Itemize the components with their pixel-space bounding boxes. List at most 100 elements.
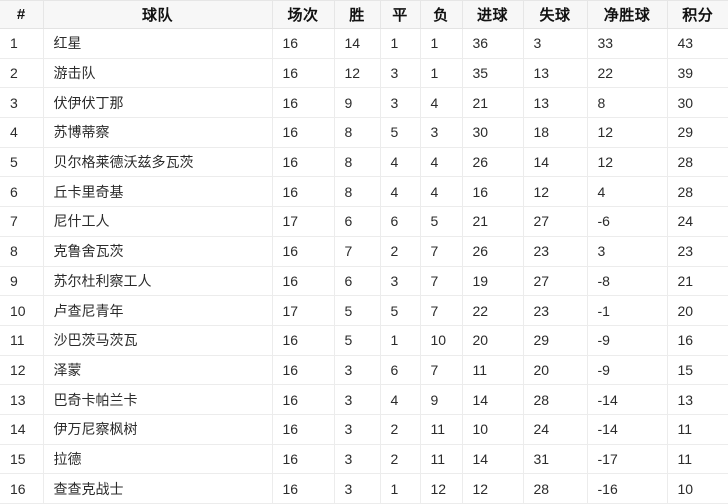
table-row[interactable]: 12 泽蒙 16 3 6 7 11 20 -9 15 <box>0 355 728 386</box>
cell-loss: 4 <box>420 176 463 208</box>
cell-loss: 3 <box>420 117 463 148</box>
cell-loss: 7 <box>420 266 463 297</box>
cell-gd: -6 <box>587 206 668 237</box>
cell-pts: 16 <box>667 325 728 356</box>
column-header-team[interactable]: 球队 <box>43 0 273 29</box>
cell-team: 伊万尼察枫树 <box>43 414 273 445</box>
column-header-win[interactable]: 胜 <box>334 0 381 29</box>
cell-loss: 1 <box>420 28 463 59</box>
cell-team: 沙巴茨马茨瓦 <box>43 325 273 356</box>
column-header-gd[interactable]: 净胜球 <box>587 0 668 29</box>
cell-played: 16 <box>272 147 335 178</box>
column-header-gf[interactable]: 进球 <box>462 0 524 29</box>
table-row[interactable]: 11 沙巴茨马茨瓦 16 5 1 10 20 29 -9 16 <box>0 325 728 356</box>
cell-ga: 12 <box>523 176 588 208</box>
table-header: # 球队 场次胜平负进球 失球 净胜球 积分 <box>0 0 728 29</box>
cell-gf: 20 <box>462 325 524 356</box>
table-row[interactable]: 4 苏博蒂察 16 8 5 3 30 18 12 29 <box>0 117 728 148</box>
cell-loss: 11 <box>420 414 463 445</box>
cell-ga: 14 <box>523 147 588 178</box>
cell-ga: 23 <box>523 236 588 267</box>
cell-team: 拉德 <box>43 444 273 475</box>
table-row[interactable]: 8 克鲁舍瓦茨 16 7 2 7 26 23 3 23 <box>0 236 728 267</box>
cell-loss: 5 <box>420 206 463 237</box>
cell-gf: 26 <box>462 147 524 178</box>
cell-played: 17 <box>272 295 335 326</box>
cell-played: 17 <box>272 206 335 237</box>
table-row[interactable]: 3 伏伊伏丁那 16 9 3 4 21 13 8 30 <box>0 87 728 119</box>
cell-rank: 2 <box>0 58 44 89</box>
cell-gd: 12 <box>587 117 668 148</box>
cell-win: 3 <box>334 444 381 475</box>
cell-gf: 26 <box>462 236 524 267</box>
column-header-played[interactable]: 场次 <box>272 0 335 29</box>
cell-played: 16 <box>272 58 335 89</box>
table-row[interactable]: 15 拉德 16 3 2 11 14 31 -17 11 <box>0 444 728 475</box>
column-header-rank[interactable]: # <box>0 0 44 29</box>
cell-played: 16 <box>272 444 335 475</box>
cell-gf: 35 <box>462 58 524 89</box>
cell-rank: 5 <box>0 147 44 178</box>
cell-rank: 16 <box>0 473 44 504</box>
cell-loss: 7 <box>420 355 463 386</box>
cell-pts: 21 <box>667 266 728 297</box>
cell-played: 16 <box>272 473 335 504</box>
cell-loss: 9 <box>420 384 463 415</box>
cell-gf: 10 <box>462 414 524 445</box>
table-row[interactable]: 6 丘卡里奇基 16 8 4 4 16 12 4 28 <box>0 176 728 208</box>
table-row[interactable]: 5 贝尔格莱德沃兹多瓦茨 16 8 4 4 26 14 12 28 <box>0 147 728 178</box>
cell-ga: 27 <box>523 266 588 297</box>
table-row[interactable]: 13 巴奇卡帕兰卡 16 3 4 9 14 28 -14 13 <box>0 384 728 415</box>
cell-win: 6 <box>334 206 381 237</box>
cell-win: 14 <box>334 28 381 59</box>
cell-ga: 27 <box>523 206 588 237</box>
cell-gf: 16 <box>462 176 524 208</box>
table-row[interactable]: 14 伊万尼察枫树 16 3 2 11 10 24 -14 11 <box>0 414 728 445</box>
cell-gd: -16 <box>587 473 668 504</box>
cell-pts: 11 <box>667 444 728 475</box>
cell-win: 3 <box>334 414 381 445</box>
cell-played: 16 <box>272 325 335 356</box>
cell-win: 8 <box>334 176 381 208</box>
cell-gd: -9 <box>587 325 668 356</box>
cell-pts: 43 <box>667 28 728 59</box>
column-header-ga[interactable]: 失球 <box>523 0 588 29</box>
table-row[interactable]: 9 苏尔杜利察工人 16 6 3 7 19 27 -8 21 <box>0 266 728 297</box>
cell-team: 卢查尼青年 <box>43 295 273 326</box>
cell-pts: 10 <box>667 473 728 504</box>
cell-win: 8 <box>334 147 381 178</box>
column-header-loss[interactable]: 负 <box>420 0 463 29</box>
cell-draw: 4 <box>380 384 421 415</box>
cell-gd: 12 <box>587 147 668 178</box>
cell-rank: 15 <box>0 444 44 475</box>
cell-ga: 29 <box>523 325 588 356</box>
cell-rank: 3 <box>0 87 44 119</box>
cell-rank: 8 <box>0 236 44 267</box>
cell-pts: 28 <box>667 176 728 208</box>
cell-gf: 19 <box>462 266 524 297</box>
cell-team: 伏伊伏丁那 <box>43 87 273 119</box>
cell-team: 苏尔杜利察工人 <box>43 266 273 297</box>
cell-team: 丘卡里奇基 <box>43 176 273 208</box>
cell-team: 红星 <box>43 28 273 59</box>
column-header-draw[interactable]: 平 <box>380 0 421 29</box>
cell-team: 巴奇卡帕兰卡 <box>43 384 273 415</box>
cell-rank: 12 <box>0 355 44 386</box>
table-row[interactable]: 7 尼什工人 17 6 6 5 21 27 -6 24 <box>0 206 728 237</box>
cell-team: 克鲁舍瓦茨 <box>43 236 273 267</box>
cell-played: 16 <box>272 384 335 415</box>
cell-gf: 11 <box>462 355 524 386</box>
cell-win: 3 <box>334 473 381 504</box>
column-header-pts[interactable]: 积分 <box>667 0 728 29</box>
cell-team: 查查克战士 <box>43 473 273 504</box>
cell-gf: 21 <box>462 87 524 119</box>
table-row[interactable]: 10 卢查尼青年 17 5 5 7 22 23 -1 20 <box>0 295 728 326</box>
cell-gd: 4 <box>587 176 668 208</box>
cell-rank: 7 <box>0 206 44 237</box>
cell-draw: 3 <box>380 266 421 297</box>
cell-rank: 4 <box>0 117 44 148</box>
cell-pts: 28 <box>667 147 728 178</box>
table-row[interactable]: 1 红星 16 14 1 1 36 3 33 43 <box>0 28 728 59</box>
table-row[interactable]: 2 游击队 16 12 3 1 35 13 22 39 <box>0 58 728 89</box>
table-row[interactable]: 16 查查克战士 16 3 1 12 12 28 -16 10 <box>0 473 728 504</box>
